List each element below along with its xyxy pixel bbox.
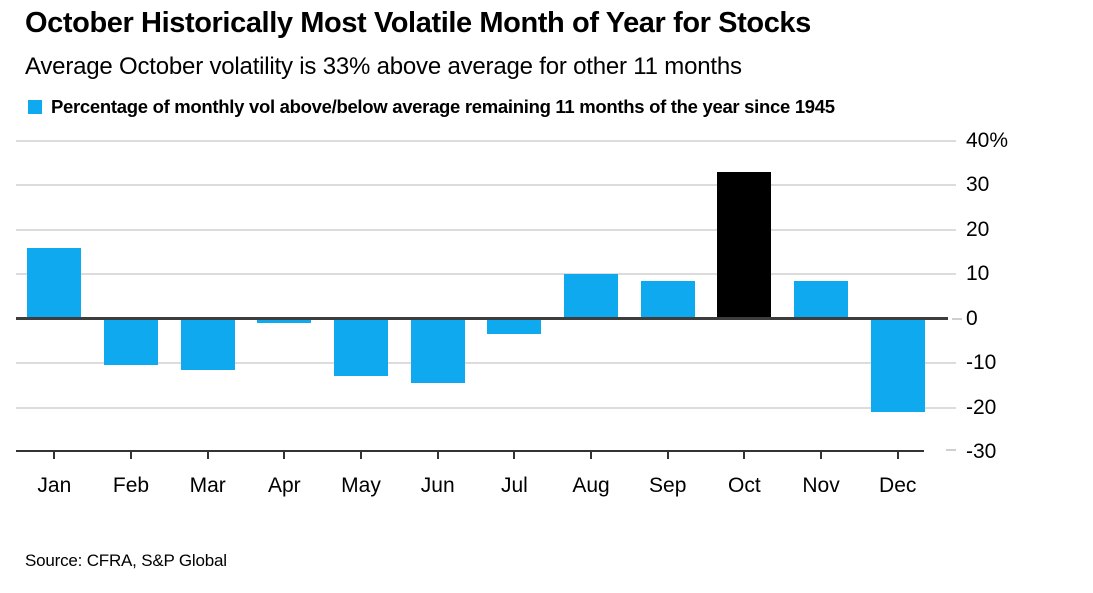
chart-title: October Historically Most Volatile Month…	[25, 7, 811, 39]
legend-label: Percentage of monthly vol above/below av…	[51, 96, 835, 117]
x-axis-tick	[590, 452, 592, 459]
gridline	[16, 228, 956, 231]
x-axis-tick	[53, 452, 56, 459]
x-axis-tick	[896, 452, 899, 459]
y-tick-label: -20	[966, 395, 997, 419]
bar-may	[334, 318, 388, 377]
x-axis-tick	[513, 452, 516, 459]
bar-apr	[257, 318, 312, 324]
x-tick-label-feb: Feb	[112, 474, 150, 497]
x-tick-label-jul: Jul	[500, 474, 528, 497]
x-axis-tick	[206, 452, 209, 459]
y-tick-label: -30	[966, 440, 997, 463]
zero-baseline	[16, 317, 948, 321]
x-tick-label-oct: Oct	[728, 474, 761, 497]
x-tick-label-aug: Aug	[572, 474, 610, 497]
bar-feb	[104, 318, 158, 366]
bar-mar	[180, 318, 235, 370]
x-tick-label-dec: Dec	[879, 474, 917, 497]
x-axis-labels: Jan Feb Mar Apr May Jun Jul Aug Sep Oct Nov Dec	[16, 474, 936, 498]
gridline	[16, 184, 956, 187]
x-tick-label-nov: Nov	[802, 474, 840, 497]
gridline	[16, 140, 956, 142]
x-axis-line	[16, 449, 924, 452]
x-axis-tick	[666, 452, 669, 459]
bar-jul	[487, 318, 542, 335]
y-tick-label: 10	[966, 262, 990, 286]
x-tick-label-may: May	[341, 474, 381, 497]
gridline	[16, 406, 956, 409]
y-tick-label: 20	[966, 217, 990, 241]
bar-sep	[640, 280, 695, 319]
y-tick-dash	[946, 449, 956, 451]
bar-oct	[717, 172, 772, 319]
bar-chart: 40% 30 20 10 0 -10 -20 -30 Jan Feb Mar Apr May Jun Ju…	[16, 129, 1076, 521]
y-tick-label: -10	[966, 351, 997, 375]
x-axis-tick	[436, 452, 439, 459]
source-attribution: Source: CFRA, S&P Global	[25, 551, 227, 570]
y-tick-label: 40%	[966, 129, 1009, 152]
bar-aug	[564, 274, 618, 319]
gridline	[16, 362, 956, 365]
y-tick-dash	[952, 317, 962, 320]
x-axis-tick	[360, 452, 362, 459]
gridline	[16, 273, 956, 276]
x-tick-label-jan: Jan	[37, 474, 72, 497]
x-axis-tick	[283, 452, 286, 459]
chart-subtitle: Average October volatility is 33% above …	[25, 53, 742, 80]
legend-swatch-icon	[28, 100, 42, 114]
x-tick-label-sep: Sep	[649, 474, 687, 497]
x-tick-label-apr: Apr	[268, 474, 301, 497]
plot-area: 40% 30 20 10 0 -10 -20 -30	[16, 129, 1008, 463]
bar-nov	[794, 280, 848, 319]
y-tick-label: 0	[966, 306, 978, 330]
x-tick-label-jun: Jun	[420, 474, 455, 497]
x-axis-tick	[130, 452, 132, 459]
bar-jun	[410, 318, 465, 384]
bar-jan	[27, 247, 82, 319]
x-axis-tick	[820, 452, 822, 459]
x-axis-tick	[743, 452, 746, 459]
legend: Percentage of monthly vol above/below av…	[28, 96, 835, 118]
x-tick-label-mar: Mar	[189, 474, 226, 497]
y-tick-label: 30	[966, 173, 990, 197]
bar-dec	[870, 318, 925, 412]
